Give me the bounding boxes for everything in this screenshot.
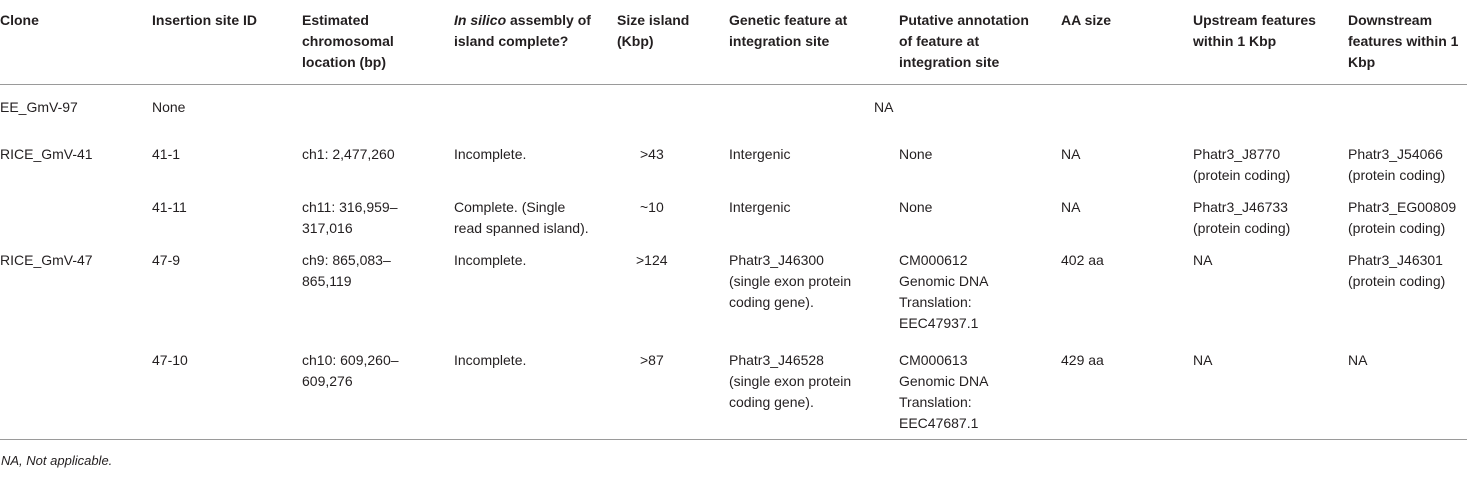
header-estimated-location: Estimated chromosomal location (bp) (302, 12, 394, 70)
cell-insertion-site-id: 41-11 (152, 199, 187, 215)
cell-size-island: ~10 (640, 199, 664, 215)
cell-estimated-location: ch9: 865,083–865,119 (302, 252, 391, 289)
cell-genetic-feature: Phatr3_J46528 (single exon protein codin… (729, 352, 852, 410)
header-size-island: Size island (Kbp) (617, 12, 690, 49)
cell-aa-size: NA (1061, 199, 1081, 215)
cell-clone: EE_GmV-97 (0, 99, 78, 115)
header-upstream: Upstream features within 1 Kbp (1193, 12, 1316, 49)
cell-downstream: Phatr3_J54066 (protein coding) (1348, 146, 1446, 183)
header-clone: Clone (0, 12, 39, 28)
header-aa-size: AA size (1061, 12, 1112, 28)
table-row: 47-10 ch10: 609,260–609,276 Incomplete. … (0, 338, 1467, 440)
cell-estimated-location: ch1: 2,477,260 (302, 146, 395, 162)
header-assembly-italic: In silico (454, 12, 507, 28)
cell-estimated-location: ch11: 316,959–317,016 (302, 199, 398, 236)
header-putative-annotation: Putative annotation of feature at integr… (899, 12, 1029, 70)
cell-clone: RICE_GmV-47 (0, 252, 93, 268)
header-insertion-site-id: Insertion site ID (152, 12, 258, 28)
table-body: EE_GmV-97 None NA RICE_GmV-41 41-1 ch1: … (0, 85, 1467, 440)
header-genetic-feature: Genetic feature at integration site (729, 12, 848, 49)
header-downstream: Downstream features within 1 Kbp (1348, 12, 1459, 70)
cell-aa-size: NA (1061, 146, 1081, 162)
table-row: RICE_GmV-41 41-1 ch1: 2,477,260 Incomple… (0, 131, 1467, 191)
cell-assembly: Incomplete. (454, 352, 527, 368)
data-table: Clone Insertion site ID Estimated chromo… (0, 0, 1467, 440)
table-container: Clone Insertion site ID Estimated chromo… (0, 0, 1467, 468)
header-row: Clone Insertion site ID Estimated chromo… (0, 0, 1467, 85)
table-row: 41-11 ch11: 316,959–317,016 Complete. (S… (0, 191, 1467, 244)
table-footnote: NA, Not applicable. (1, 453, 113, 468)
cell-na-span: NA (302, 85, 1467, 132)
table-header: Clone Insertion site ID Estimated chromo… (0, 0, 1467, 85)
cell-putative-annotation: CM000613 Genomic DNA Translation: EEC476… (899, 352, 988, 431)
cell-estimated-location: ch10: 609,260–609,276 (302, 352, 399, 389)
cell-downstream: Phatr3_EG00809 (protein coding) (1348, 199, 1457, 236)
cell-upstream: Phatr3_J8770 (protein coding) (1193, 146, 1291, 183)
cell-genetic-feature: Intergenic (729, 199, 791, 215)
cell-aa-size: 429 aa (1061, 352, 1104, 368)
cell-putative-annotation: None (899, 146, 933, 162)
cell-size-island: >87 (640, 352, 664, 368)
cell-putative-annotation: None (899, 199, 933, 215)
cell-putative-annotation: CM000612 Genomic DNA Translation: EEC479… (899, 252, 988, 331)
cell-size-island: >124 (636, 252, 668, 268)
cell-downstream: NA (1348, 352, 1368, 368)
cell-aa-size: 402 aa (1061, 252, 1104, 268)
cell-insertion-site-id: 41-1 (152, 146, 181, 162)
cell-genetic-feature: Intergenic (729, 146, 791, 162)
header-assembly-rest: assembly of island complete? (454, 12, 591, 49)
na-span-text: NA (874, 99, 894, 115)
cell-assembly: Complete. (Single read spanned island). (454, 199, 589, 236)
cell-downstream: Phatr3_J46301 (protein coding) (1348, 252, 1446, 289)
header-assembly-complete: In silico assembly of island complete? (454, 0, 617, 85)
cell-assembly: Incomplete. (454, 252, 527, 268)
table-row: EE_GmV-97 None NA (0, 85, 1467, 132)
cell-assembly: Incomplete. (454, 146, 527, 162)
cell-insertion-site-id: 47-9 (152, 252, 181, 268)
cell-clone: RICE_GmV-41 (0, 146, 93, 162)
cell-clone (0, 338, 152, 440)
cell-insertion-site-id: None (152, 99, 186, 115)
cell-upstream: NA (1193, 352, 1213, 368)
cell-insertion-site-id: 47-10 (152, 352, 188, 368)
cell-clone (0, 191, 152, 244)
cell-genetic-feature: Phatr3_J46300 (single exon protein codin… (729, 252, 852, 310)
cell-upstream: NA (1193, 252, 1213, 268)
cell-upstream: Phatr3_J46733 (protein coding) (1193, 199, 1291, 236)
table-row: RICE_GmV-47 47-9 ch9: 865,083–865,119 In… (0, 244, 1467, 338)
cell-size-island: >43 (640, 146, 664, 162)
